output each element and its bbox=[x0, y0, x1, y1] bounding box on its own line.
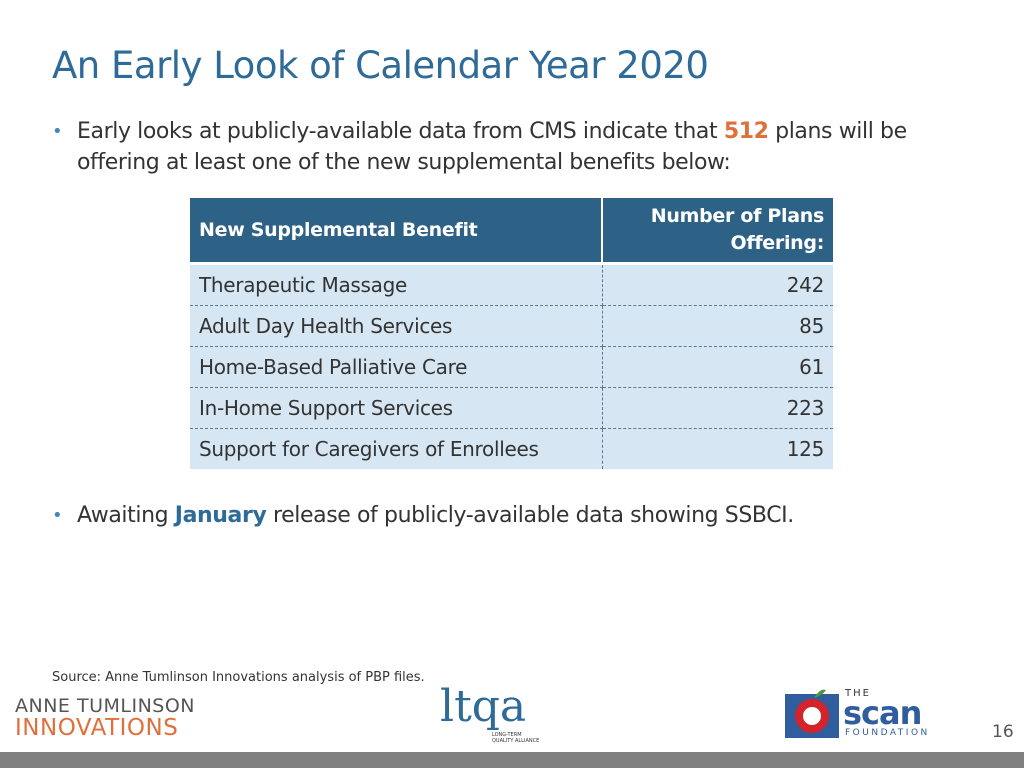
table-cell: Support for Caregivers of Enrollees bbox=[190, 428, 603, 469]
highlight: January bbox=[174, 503, 267, 528]
header-cell: New Supplemental Benefit bbox=[190, 198, 603, 264]
table-cell: 61 bbox=[602, 346, 833, 388]
table-row: Home-Based Palliative Care 61 bbox=[190, 346, 833, 388]
text: release of publicly-available data showi… bbox=[266, 503, 794, 528]
source-note: Source: Anne Tumlinson Innovations analy… bbox=[52, 670, 425, 685]
table-cell: Home-Based Palliative Care bbox=[190, 346, 603, 388]
table-row: Support for Caregivers of Enrollees 125 bbox=[190, 428, 833, 469]
logo-icon bbox=[785, 689, 839, 738]
highlight: 512 bbox=[723, 119, 769, 144]
logo-text: FOUNDATION bbox=[845, 728, 930, 738]
page-number: 16 bbox=[992, 722, 1014, 742]
table-row: Adult Day Health Services 85 bbox=[190, 305, 833, 347]
bullet-dot: • bbox=[52, 121, 63, 142]
text: plans will be offering at least one of t… bbox=[77, 119, 907, 175]
table-cell: 242 bbox=[602, 263, 833, 306]
logo-text: ltqa bbox=[440, 681, 527, 732]
table-cell: 125 bbox=[602, 428, 833, 469]
logo-text: scan bbox=[843, 694, 922, 732]
bullet: • Early looks at publicly-available data… bbox=[52, 116, 972, 178]
table-cell: 223 bbox=[602, 387, 833, 429]
logo-text: THE bbox=[845, 688, 871, 699]
text: Early looks at publicly-available data f… bbox=[77, 119, 724, 144]
table-row: Therapeutic Massage 242 bbox=[190, 263, 833, 306]
bullet-dot: • bbox=[52, 505, 63, 526]
table-cell: Adult Day Health Services bbox=[190, 305, 603, 347]
logo-text: QUALITY ALLIANCE bbox=[492, 738, 540, 744]
text: Awaiting bbox=[77, 503, 175, 528]
bullet: • Awaiting January release of publicly-a… bbox=[52, 500, 972, 531]
table-row: In-Home Support Services 223 bbox=[190, 387, 833, 429]
logo-ltqa: ltqa LONG-TERM QUALITY ALLIANCE bbox=[440, 681, 550, 745]
logo-text: LONG-TERM bbox=[492, 732, 522, 738]
logo-scan: THE scan FOUNDATION bbox=[783, 684, 953, 742]
logo-text: INNOVATIONS bbox=[15, 715, 179, 741]
footer-bar bbox=[0, 752, 1024, 768]
benefit-table: New Supplemental Benefit Number of Plans … bbox=[190, 198, 833, 469]
slide-title: An Early Look of Calendar Year 2020 bbox=[52, 44, 709, 87]
logo-ati: ANNE TUMLINSON INNOVATIONS bbox=[15, 695, 196, 741]
table-cell: In-Home Support Services bbox=[190, 387, 603, 429]
table-cell: Therapeutic Massage bbox=[190, 263, 603, 306]
table-cell: 85 bbox=[602, 305, 833, 347]
logo-text: ANNE TUMLINSON bbox=[15, 695, 196, 717]
header-cell: Number of Plans Offering: bbox=[602, 198, 833, 264]
